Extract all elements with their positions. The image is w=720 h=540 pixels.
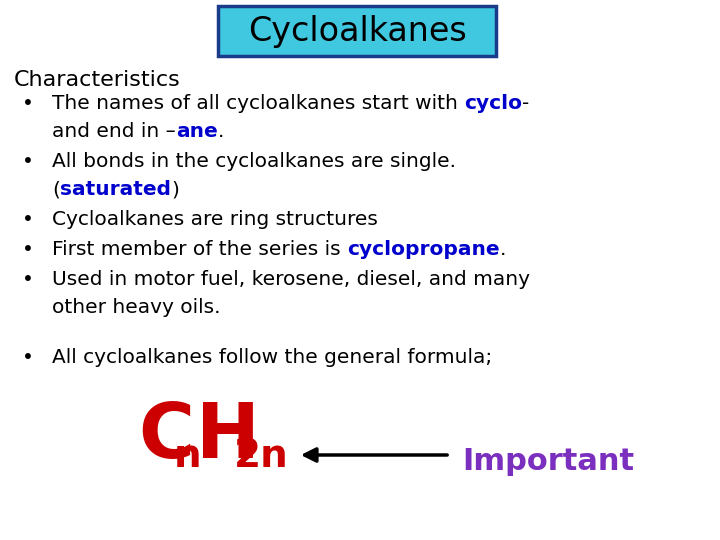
Text: Characteristics: Characteristics xyxy=(14,70,181,90)
FancyBboxPatch shape xyxy=(218,6,496,56)
Text: 2n: 2n xyxy=(234,437,289,475)
Text: ane: ane xyxy=(176,122,217,141)
Text: cyclopropane: cyclopropane xyxy=(347,240,500,259)
Text: .: . xyxy=(500,240,506,259)
Text: Used in motor fuel, kerosene, diesel, and many: Used in motor fuel, kerosene, diesel, an… xyxy=(52,270,530,289)
Text: •: • xyxy=(22,94,34,113)
Text: Cycloalkanes: Cycloalkanes xyxy=(248,16,467,49)
Text: •: • xyxy=(22,270,34,289)
Text: Cycloalkanes are ring structures: Cycloalkanes are ring structures xyxy=(52,210,378,229)
Text: H: H xyxy=(196,400,260,474)
Text: •: • xyxy=(22,152,34,171)
Text: C: C xyxy=(138,400,194,474)
Text: •: • xyxy=(22,210,34,229)
Text: -: - xyxy=(522,94,529,113)
Text: (: ( xyxy=(52,180,60,199)
Text: and end in –: and end in – xyxy=(52,122,176,141)
Text: The names of all cycloalkanes start with: The names of all cycloalkanes start with xyxy=(52,94,464,113)
Text: other heavy oils.: other heavy oils. xyxy=(52,298,220,317)
Text: All cycloalkanes follow the general formula;: All cycloalkanes follow the general form… xyxy=(52,348,492,367)
Text: First member of the series is: First member of the series is xyxy=(52,240,347,259)
Text: Important: Important xyxy=(462,447,634,476)
Text: ): ) xyxy=(171,180,179,199)
Text: n: n xyxy=(174,437,202,475)
Text: •: • xyxy=(22,348,34,367)
Text: •: • xyxy=(22,240,34,259)
Text: All bonds in the cycloalkanes are single.: All bonds in the cycloalkanes are single… xyxy=(52,152,456,171)
Text: cyclo: cyclo xyxy=(464,94,522,113)
Text: saturated: saturated xyxy=(60,180,171,199)
Text: .: . xyxy=(217,122,224,141)
